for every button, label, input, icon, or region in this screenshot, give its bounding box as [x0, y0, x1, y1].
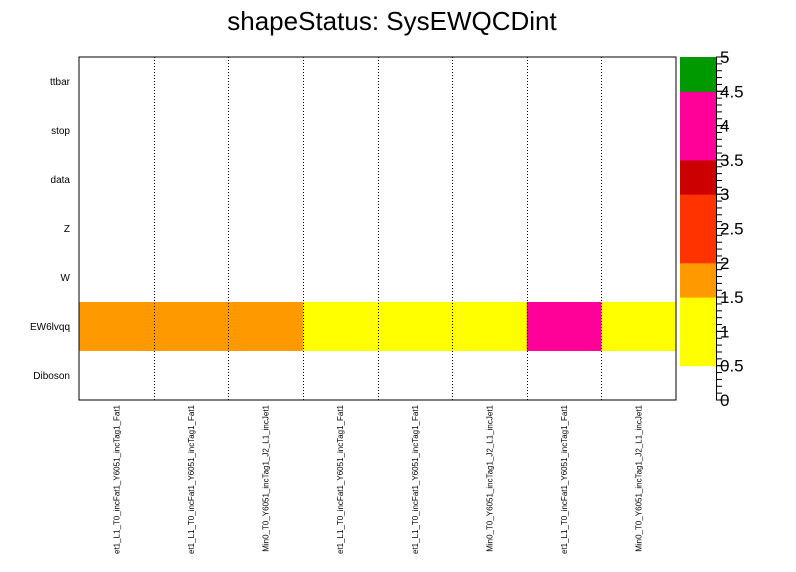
plot-frame — [78, 56, 677, 401]
y-tick-label: Z — [64, 224, 70, 235]
heatmap-cell — [153, 302, 229, 351]
palette-swatch — [680, 159, 716, 195]
palette-tick-label: 2.5 — [720, 220, 744, 239]
chart-title: shapeStatus: SysEWQCDint — [227, 6, 557, 36]
palette-axis: 0 0.5 1 1.5 2 2.5 3 3.5 4 4.5 5 — [716, 48, 744, 410]
palette-tick-label: 3 — [720, 185, 729, 204]
heatmap-cell — [601, 302, 677, 351]
palette-swatch — [680, 228, 716, 264]
palette-swatch — [680, 262, 716, 298]
palette-tick-label: 0 — [720, 391, 729, 410]
column-separators — [154, 57, 602, 400]
x-tick-label: et1_L1_T0_incFat1_Y6051_incTag1_Fat1 — [112, 404, 121, 554]
palette-swatch — [680, 91, 716, 127]
palette-tick-label: 5 — [720, 48, 729, 67]
heatmap-cell — [302, 302, 378, 351]
palette-swatch — [680, 194, 716, 229]
x-tick-label: Min0_T0_Y6051_incTag1_J2_L1_incJet1 — [262, 404, 271, 551]
palette-tick-label: 4.5 — [720, 82, 744, 101]
palette-swatch — [680, 125, 716, 161]
x-tick-label: et1_L1_T0_incFat1_Y6051_incTag1_Fat1 — [336, 404, 345, 554]
y-tick-label: stop — [51, 126, 70, 137]
x-tick-label: et1_L1_T0_incFat1_Y6051_incTag1_Fat1 — [411, 404, 420, 554]
y-tick-label: data — [51, 175, 71, 186]
palette-tick-label: 4 — [720, 117, 729, 136]
palette-tick-label: 1.5 — [720, 288, 744, 307]
palette-swatch — [680, 57, 716, 92]
x-tick-label: et1_L1_T0_incFat1_Y6051_incTag1_Fat1 — [560, 404, 569, 554]
heatmap-cell — [452, 302, 528, 351]
y-tick-label: EW6lvqq — [30, 322, 70, 333]
heatmap-cells — [79, 302, 677, 351]
heatmap-cell — [228, 302, 304, 351]
palette-swatch — [680, 331, 716, 367]
palette-tick-label: 3.5 — [720, 151, 744, 170]
heatmap-cell — [526, 302, 602, 351]
palette-tick-label: 0.5 — [720, 357, 744, 376]
y-tick-label: W — [61, 273, 71, 284]
y-tick-label: ttbar — [50, 77, 71, 88]
color-palette — [680, 57, 716, 367]
heatmap-cell — [377, 302, 453, 351]
x-axis-labels: et1_L1_T0_incFat1_Y6051_incTag1_Fat1 et1_… — [112, 404, 643, 554]
heatmap-cell — [79, 302, 155, 351]
palette-tick-label: 2 — [720, 254, 729, 273]
x-tick-label: Min0_T0_Y6051_incTag1_J2_L1_incJet1 — [635, 404, 644, 551]
palette-swatch — [680, 297, 716, 332]
palette-tick-label: 1 — [720, 322, 729, 341]
y-tick-label: Diboson — [33, 371, 70, 382]
x-tick-label: et1_L1_T0_incFat1_Y6051_incTag1_Fat1 — [187, 404, 196, 554]
x-tick-label: Min0_T0_Y6051_incTag1_J2_L1_incJet1 — [485, 404, 494, 551]
